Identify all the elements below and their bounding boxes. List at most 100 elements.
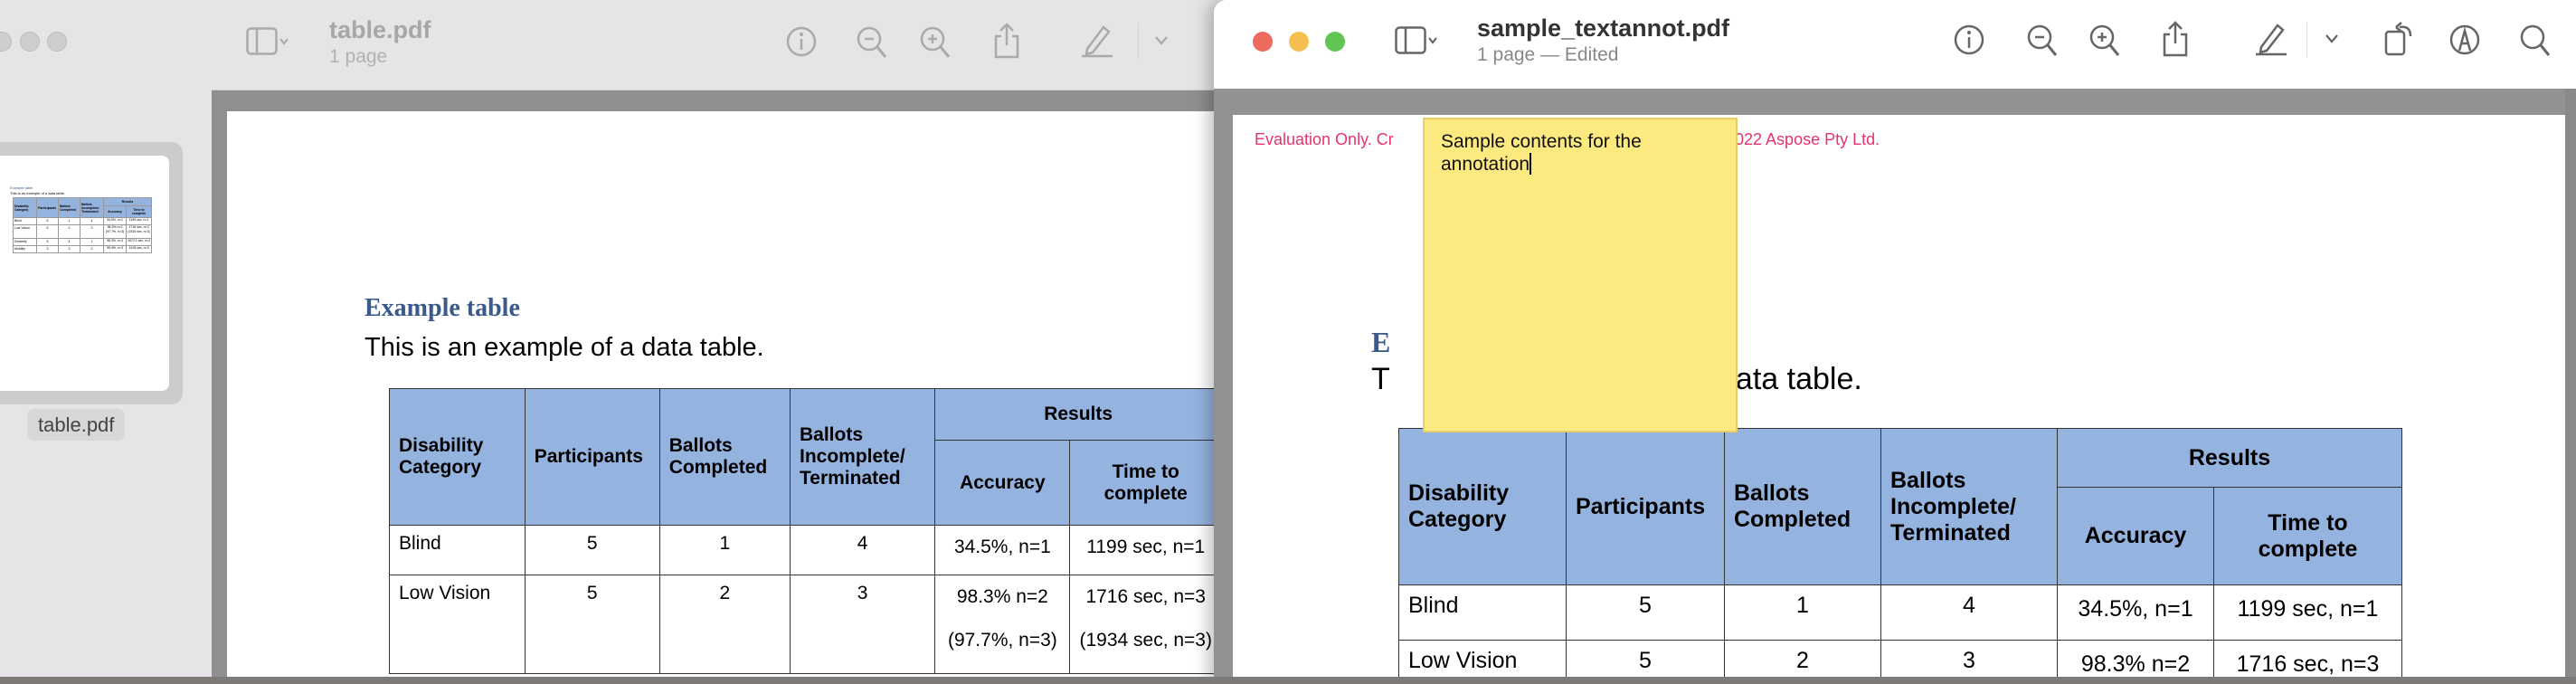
zoom-out-icon[interactable]	[856, 25, 888, 60]
table-row: Low Vision 5 2 3 98.3% n=2 1716 sec, n=3	[1398, 640, 2402, 684]
header-accuracy: Accuracy	[103, 205, 127, 218]
document-viewport[interactable]: Evaluation Only. Cr 2022 Aspose Pty Ltd.…	[1214, 89, 2576, 684]
sidebar-toggle-icon[interactable]	[1395, 26, 1438, 55]
document-title: table.pdf	[329, 16, 431, 43]
cell-line: 1199 sec, n=1	[2237, 596, 2379, 622]
pdf-page: Evaluation Only. Cr 2022 Aspose Pty Ltd.…	[1233, 115, 2565, 684]
cell-line: 98.3% n=2	[107, 225, 123, 230]
header-category: Disability Category	[13, 197, 37, 218]
cell-participants: 5	[36, 238, 59, 246]
cell-category: Low Vision	[389, 575, 526, 674]
cell-time: 1672.1 sec, n=4	[125, 238, 153, 246]
sidebar-toggle-icon[interactable]	[246, 27, 289, 56]
close-button[interactable]	[0, 32, 12, 52]
document-intro-start: T	[1371, 362, 1390, 396]
cell-completed: 4	[58, 238, 80, 246]
cell-completed: 2	[58, 224, 80, 239]
cell-category: Dexterity	[13, 238, 37, 246]
share-icon[interactable]	[2162, 20, 2189, 58]
table-row: Dexterity 5 4 1 98.3%, n=4 1672.1 sec, n=4	[13, 238, 153, 246]
cell-completed: 2	[658, 575, 791, 674]
note-text-line: annotation	[1441, 154, 1530, 175]
cell-line: (1934 sec, n=3)	[1079, 630, 1212, 651]
markup-pen-icon[interactable]	[1080, 24, 1114, 58]
zoom-in-icon[interactable]	[919, 25, 952, 60]
chevron-down-icon[interactable]	[1154, 34, 1169, 47]
cell-accuracy: 98.3% n=2	[2057, 640, 2214, 684]
cell-line: 1716 sec, n=3	[2236, 651, 2380, 677]
cell-time: 1716 sec, n=3 (1934 sec, n=3)	[1069, 575, 1222, 674]
watermark-text-end: 2022 Aspose Pty Ltd.	[1726, 130, 1880, 148]
zoom-in-icon[interactable]	[2088, 24, 2121, 58]
table-row: Blind 5 1 4 34.5%, n=1 1199 sec, n=1	[1398, 584, 2402, 641]
document-intro: This is an example of a data table.	[365, 333, 764, 362]
cell-line: 98.3%, n=4	[107, 239, 123, 243]
cell-incomplete: 3	[80, 224, 104, 239]
toolbar-divider	[2306, 22, 2307, 58]
header-participants: Participants	[524, 388, 660, 526]
cell-incomplete: 1	[80, 238, 104, 246]
cell-participants: 5	[524, 525, 660, 575]
document-heading: E	[1371, 326, 1391, 358]
cell-line: 34.5%, n=1	[2078, 596, 2193, 622]
cell-incomplete: 3	[1880, 640, 2058, 684]
cell-time: 1199 sec, n=1	[125, 217, 153, 225]
header-incomplete: Ballots Incomplete/ Terminated	[1880, 428, 2058, 585]
cell-line: (97.7%, n=3)	[105, 230, 125, 233]
text-annotation-note[interactable]: Sample contents for the annotation	[1423, 118, 1738, 432]
cell-completed: 1	[58, 217, 80, 225]
minimize-button[interactable]	[20, 32, 40, 52]
document-subtitle: 1 page	[329, 46, 388, 67]
cell-category: Low Vision	[1398, 640, 1567, 684]
cell-accuracy: 98.3%, n=4	[103, 238, 127, 246]
cell-completed: 1	[1724, 584, 1881, 641]
data-table: Disability Category Participants Ballots C…	[1398, 428, 2402, 684]
zoom-out-icon[interactable]	[2026, 24, 2059, 58]
cell-accuracy: 34.5%, n=1	[103, 217, 127, 225]
cell-line: 1672.1 sec, n=4	[128, 239, 151, 243]
header-accuracy: Accuracy	[934, 440, 1071, 526]
cell-line: 34.5%, n=1	[953, 537, 1051, 557]
close-button[interactable]	[1253, 32, 1273, 52]
cell-completed: 3	[58, 245, 80, 253]
zoom-button[interactable]	[47, 32, 67, 52]
cell-line: 1199 sec, n=1	[1086, 537, 1206, 557]
table-row: Low Vision 5 2 3 98.3% n=2 (97.7%, n=3) 1716 s…	[389, 575, 1222, 674]
cell-line: 95.4%, n=3	[107, 246, 123, 251]
markup-icon[interactable]	[2448, 24, 2481, 56]
cell-line: (97.7%, n=3)	[947, 630, 1057, 651]
markup-pen-icon[interactable]	[2254, 22, 2288, 56]
search-icon[interactable]	[2519, 24, 2552, 58]
cell-accuracy: 34.5%, n=1	[2057, 584, 2214, 641]
minimize-button[interactable]	[1289, 32, 1309, 52]
header-incomplete: Ballots Incomplete/ Terminated	[80, 197, 104, 218]
page-thumbnail[interactable]: Example table This is an example of a da…	[0, 156, 169, 391]
header-participants: Participants	[1566, 428, 1725, 585]
text-cursor	[1530, 153, 1532, 175]
header-incomplete: Ballots Incomplete/ Terminated	[789, 388, 936, 526]
header-time: Time to complete	[1069, 440, 1222, 526]
zoom-button[interactable]	[1325, 32, 1345, 52]
thumb-data-table: Disability Category Participants Ballots C…	[13, 197, 153, 253]
cell-category: Blind	[13, 217, 37, 225]
cell-category: Low Vision	[13, 224, 37, 239]
table-row: Mobility 3 3 0 95.4%, n=3 1416 sec, n=3	[13, 245, 153, 253]
cell-accuracy: 98.3% n=2 (97.7%, n=3)	[103, 224, 127, 239]
header-results: Results	[2057, 428, 2402, 488]
header-results: Results	[102, 197, 153, 206]
document-intro-end: data table.	[1719, 362, 1862, 396]
cell-line: 1416 sec, n=3	[128, 246, 149, 251]
rotate-icon[interactable]	[2383, 20, 2416, 56]
share-icon[interactable]	[993, 22, 1020, 60]
cell-participants: 5	[36, 224, 59, 239]
info-icon[interactable]	[785, 25, 818, 58]
thumb-heading: Example table	[10, 185, 33, 190]
chevron-down-icon[interactable]	[2325, 33, 2339, 45]
cell-line: 1716 sec, n=3	[1085, 586, 1206, 607]
cell-incomplete: 4	[1880, 584, 2058, 641]
scrollbar-track[interactable]	[2565, 89, 2576, 684]
dock-strip	[0, 677, 2576, 684]
cell-category: Blind	[389, 525, 526, 575]
info-icon[interactable]	[1953, 24, 1985, 56]
cell-line: 1716 sec, n=3	[128, 225, 149, 230]
